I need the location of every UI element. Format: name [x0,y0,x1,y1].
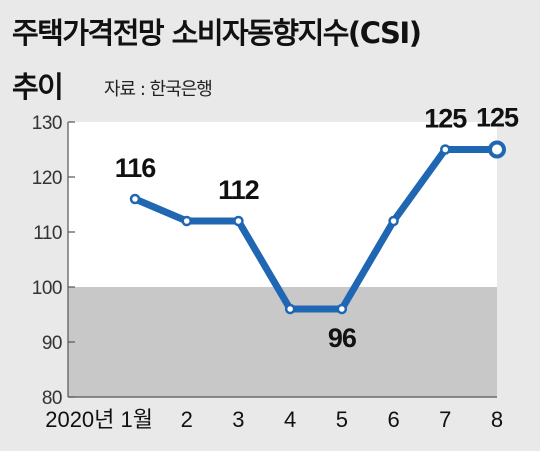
x-tick-label: 4 [284,407,296,432]
data-label: 96 [328,323,357,353]
data-point [388,215,399,227]
x-tick-label: 6 [387,407,399,432]
data-point [233,215,244,227]
data-label: 116 [115,153,157,183]
data-label: 125 [476,103,519,133]
x-tick-label: 5 [336,407,348,432]
chart-title-line1: 주택가격전망 소비자동향지수(CSI) [12,16,422,50]
x-tick-label: 8 [491,407,503,432]
chart-title-line2: 추이 [12,70,64,104]
y-tick-label: 100 [32,278,62,299]
data-point [440,144,451,155]
y-tick-label: 120 [32,168,62,189]
data-label: 125 [424,104,467,134]
x-tick-label: 3 [232,407,244,432]
source-label: 자료 : 한국은행 [104,79,213,100]
y-tick-label: 130 [32,113,62,134]
data-point-end [488,140,506,159]
y-tick-label: 80 [42,388,62,409]
data-point [129,193,141,205]
series-line [131,146,501,313]
x-tick-label: 2020년 1월 [45,407,153,432]
x-tick-label: 2 [181,407,193,432]
data-point [336,303,348,315]
x-tick-label: 7 [439,407,451,432]
data-point [284,303,296,315]
shaded-region [68,287,497,397]
y-tick-label: 90 [42,333,62,354]
y-tick-label: 110 [33,223,62,244]
data-point [181,215,192,227]
data-label: 112 [218,175,259,205]
